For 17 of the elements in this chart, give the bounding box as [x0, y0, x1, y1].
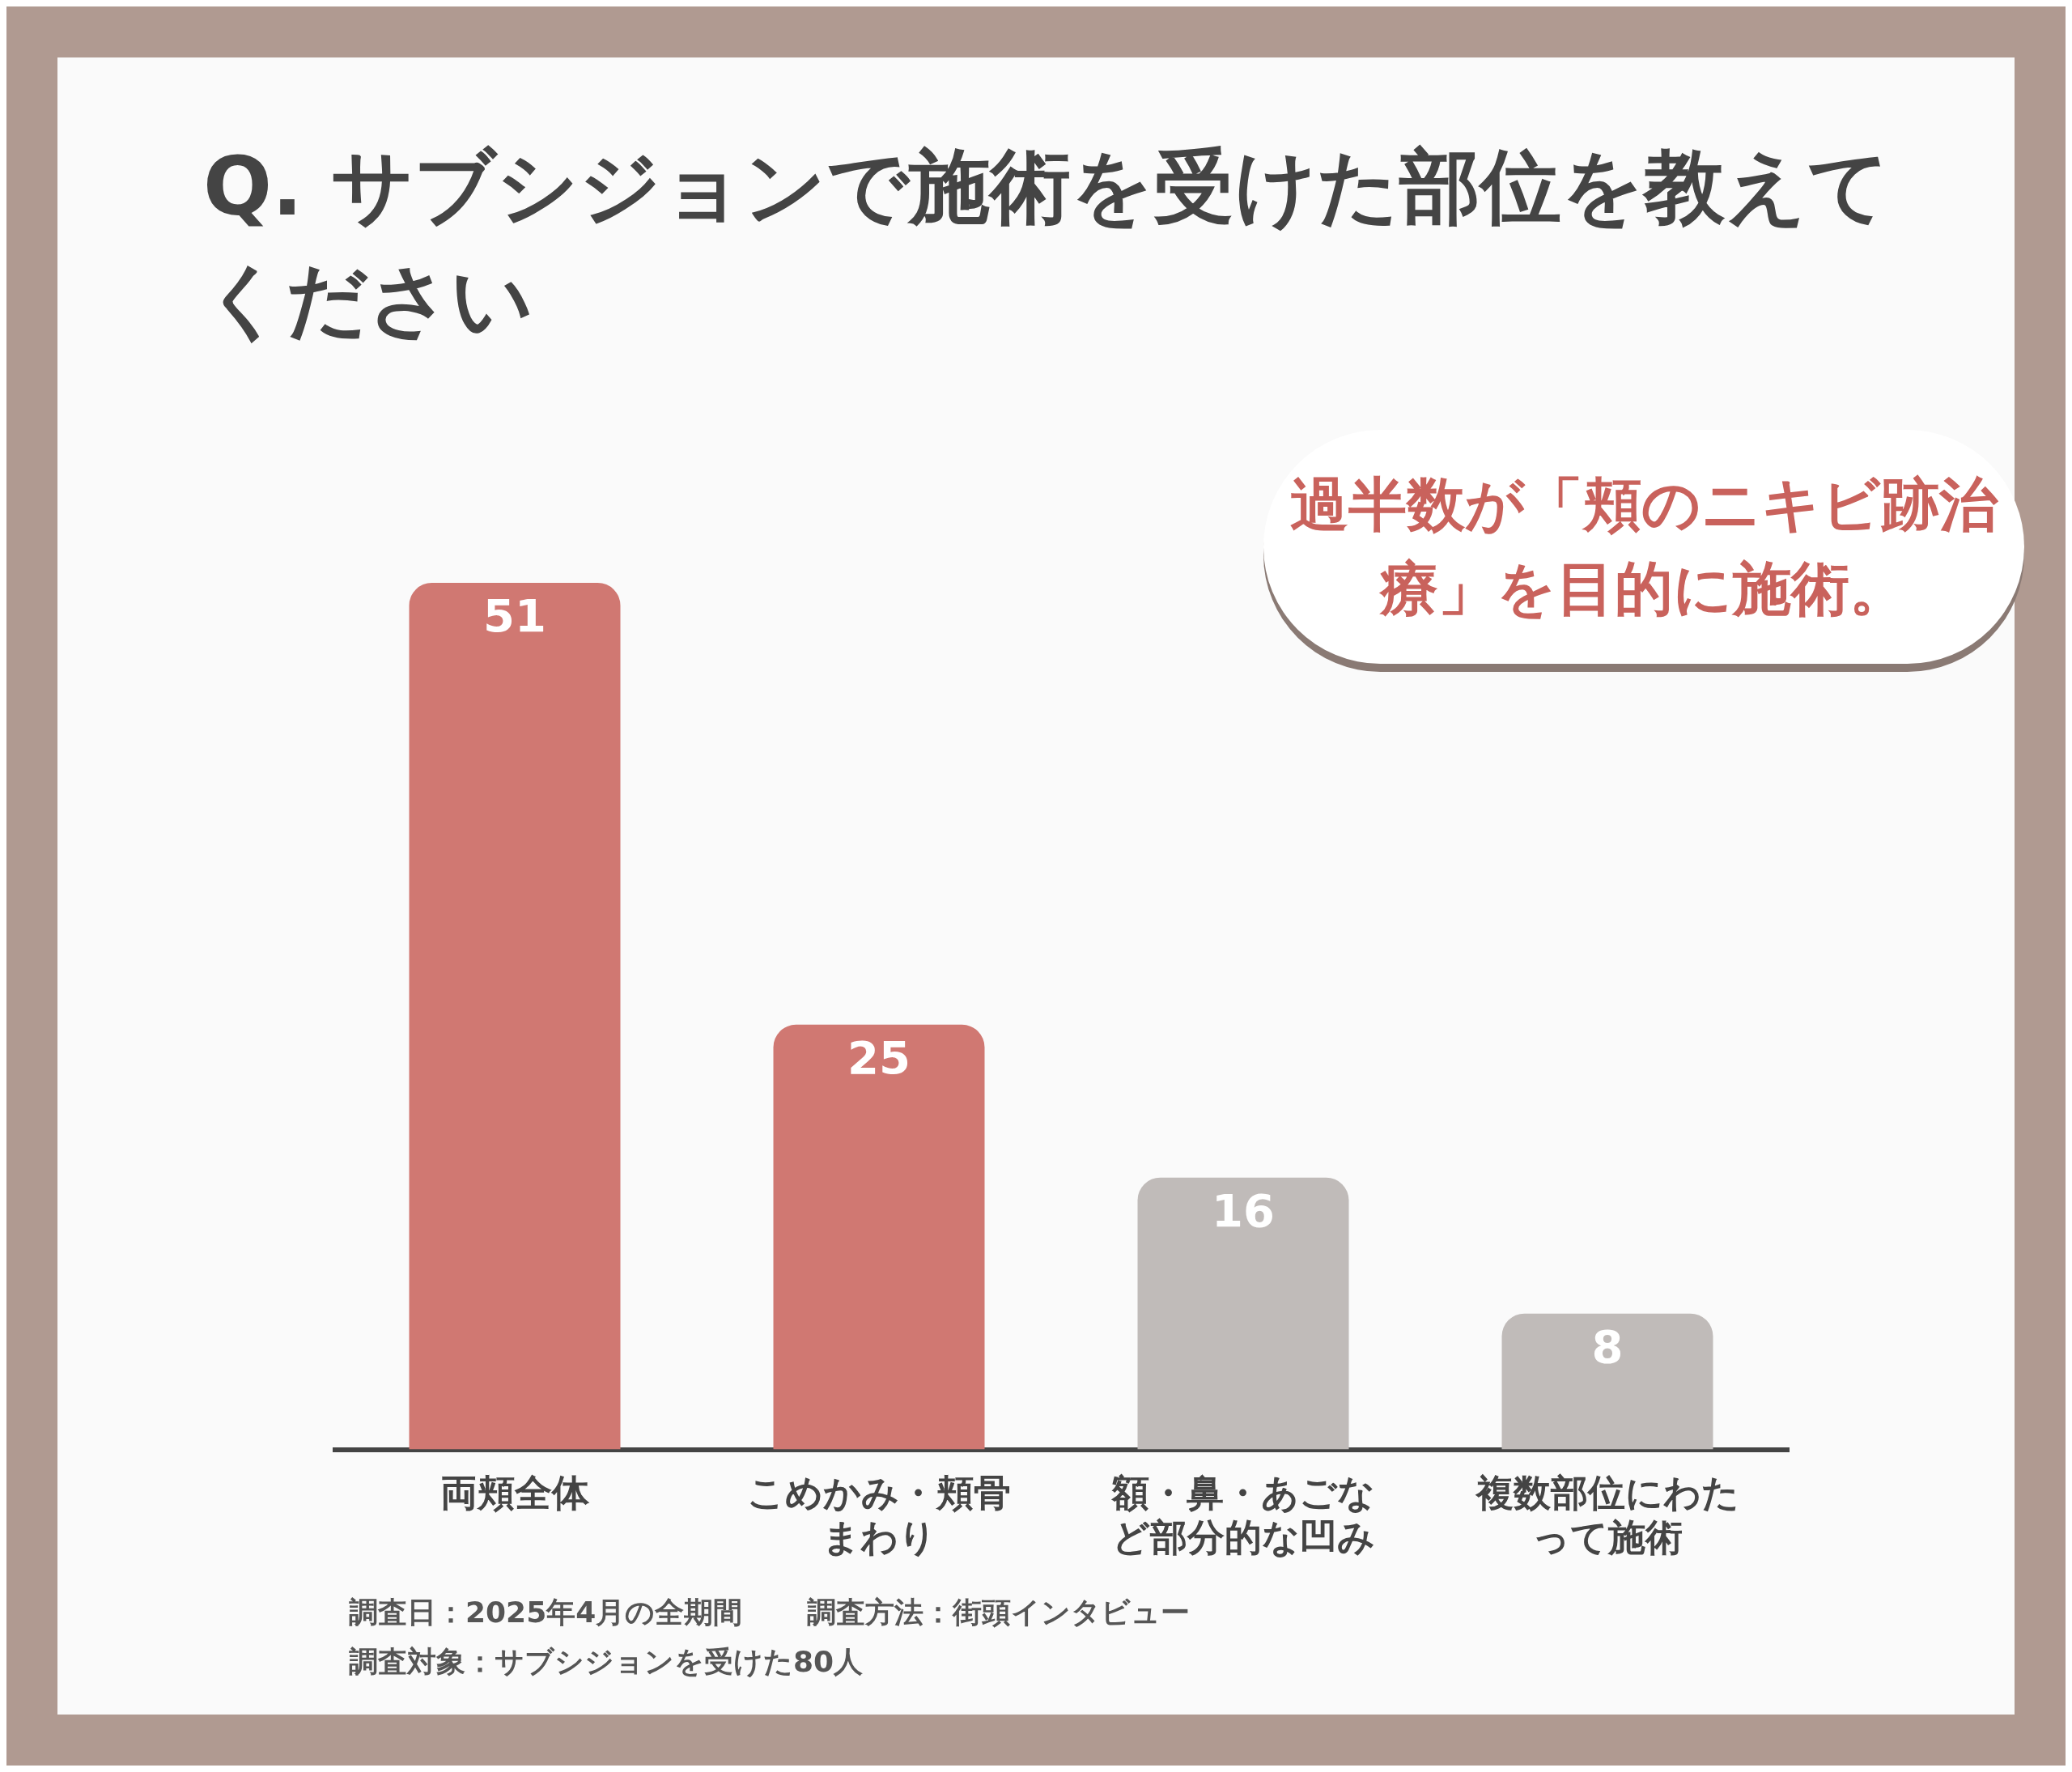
text: 調査方法：街頭インタビュー — [807, 1596, 1191, 1629]
data-label: 16 — [1212, 1184, 1275, 1238]
text: 調査対象：サブシジョンを受けた80人 — [349, 1644, 864, 1681]
bar — [1501, 1313, 1713, 1450]
x-tick-label: 両頬全体 — [440, 1471, 590, 1515]
annotation: 過半数が「頬のニキビ跡治療」を目的に施術。 — [1263, 430, 2024, 664]
data-label: 8 — [1591, 1320, 1624, 1374]
chart-title: Q. サブシジョンで施術を受けた部位を教えてください — [203, 138, 1891, 349]
data-label: 51 — [483, 589, 546, 643]
data-label: 25 — [847, 1031, 911, 1085]
x-tick-label: 額・鼻・あごなど部分的な凹み — [1110, 1471, 1375, 1560]
bar — [409, 582, 621, 1450]
bar — [1137, 1177, 1349, 1450]
bar — [773, 1024, 985, 1450]
x-tick-label: こめかみ・頬骨まわり — [747, 1471, 1011, 1560]
x-tick-label: 複数部位にわたって施術 — [1474, 1471, 1739, 1560]
text: 調査日：2025年4月の全期間 — [349, 1596, 743, 1629]
